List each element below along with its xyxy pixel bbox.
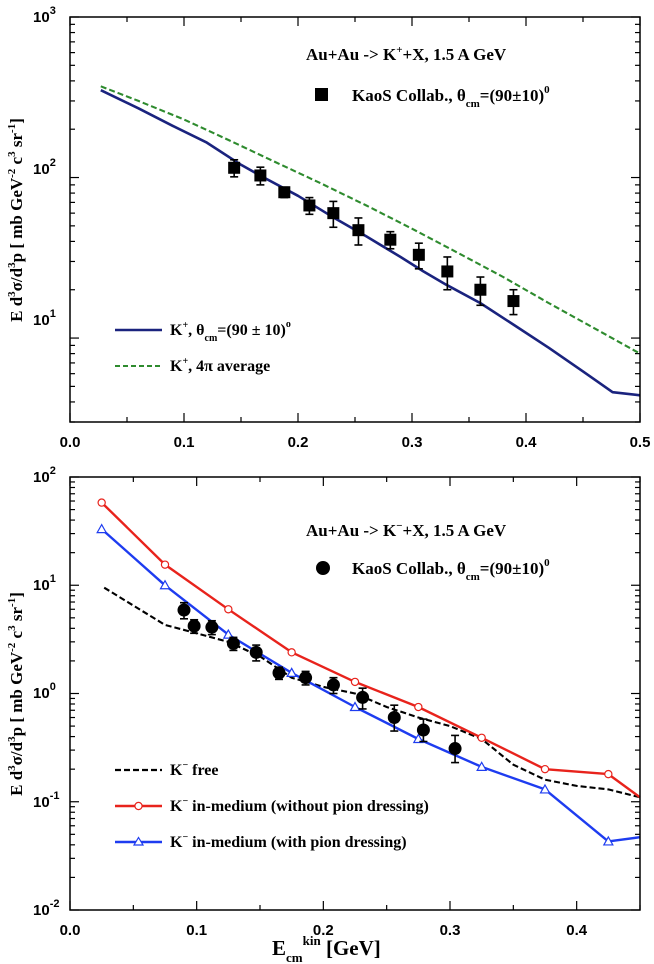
bot-series-3-point	[416, 723, 430, 737]
top-series-2-point	[327, 207, 340, 220]
bot-series-2-marker	[96, 523, 108, 534]
bot-ytick-1: 100	[33, 681, 56, 702]
top-annotation: Au+Au -> K++X, 1.5 A GeV	[306, 44, 507, 64]
bot-xtick-label: 0.0	[60, 922, 81, 939]
bot-series-2-line	[100, 528, 641, 843]
top-legend-data-marker	[315, 88, 328, 101]
bot-series-3-point	[226, 636, 240, 650]
top-ytick-1000: 103	[33, 5, 56, 26]
bot-series-1-marker	[97, 498, 106, 507]
bot-series-3-point	[205, 620, 219, 634]
bot-series-2-marker	[539, 783, 551, 794]
top-series-2-point	[303, 199, 316, 212]
top-series-2-point	[384, 233, 397, 246]
bot-xtick-label: 0.2	[313, 922, 334, 939]
top-xtick-label: 0.0	[60, 434, 81, 451]
top-xtick-label: 0.2	[288, 434, 309, 451]
bottom-legend-data-label: KaoS Collab., θcm=(90±10)0	[352, 557, 550, 583]
top-ytick-10: 101	[33, 308, 56, 329]
bottom-annotation: Au+Au -> K−+X, 1.5 A GeV	[306, 520, 507, 540]
top-series-2-point	[507, 295, 520, 308]
top-series-2-point	[441, 265, 454, 278]
bot-ytick-0.1: 10-1	[33, 790, 59, 811]
bot-series-2-marker	[412, 733, 424, 744]
bottom-legend-blue-label: K− in-medium (with pion dressing)	[170, 832, 407, 851]
bot-series-2-marker	[602, 835, 614, 846]
top-series-2-point	[254, 169, 267, 182]
bot-series-2-marker	[286, 667, 298, 677]
bottom-legend-blue-marker	[132, 836, 145, 846]
bottom-legend-free-label: K− free	[170, 760, 219, 779]
top-xtick-label: 0.5	[630, 434, 651, 451]
top-legend-solid-label: K+, θcm=(90 ± 10)o	[170, 319, 291, 344]
bot-series-3-point	[299, 671, 313, 685]
bottom-legend-red-label: K− in-medium (without pion dressing)	[170, 796, 429, 815]
bot-series-0-line	[103, 586, 641, 799]
top-series-layer	[100, 85, 641, 397]
top-series-2-point	[228, 161, 241, 174]
bottom-series-layer	[96, 498, 641, 846]
bot-series-3-point	[187, 619, 201, 633]
bot-series-1-marker	[287, 648, 296, 657]
top-xtick-label: 0.4	[516, 434, 538, 451]
top-series-1-line	[100, 85, 641, 355]
bot-xtick-label: 0.4	[566, 922, 588, 939]
bot-series-3-point	[356, 690, 370, 704]
bot-series-1-marker	[350, 677, 360, 687]
bot-series-1-line	[100, 501, 641, 799]
top-panel: 0.0 0.1 0.2 0.3 0.4 0.5 101 102 103 Au+Au -> …	[6, 5, 650, 451]
top-ytick-100: 102	[33, 157, 56, 178]
top-xtick-label: 0.3	[402, 434, 423, 451]
bottom-x-axis-label: Ecmkin [GeV]	[272, 933, 381, 964]
bot-series-3-point	[387, 711, 401, 725]
bot-series-1-marker	[414, 702, 423, 712]
bot-ytick-100: 102	[33, 465, 56, 486]
top-xtick-label: 0.1	[174, 434, 195, 451]
bot-series-1-marker	[224, 605, 233, 614]
top-plot-frame	[69, 16, 641, 423]
bot-series-1-marker	[160, 560, 170, 569]
top-series-2-point	[474, 283, 487, 296]
bottom-legend-red-marker	[134, 801, 143, 811]
bot-series-1-marker	[540, 764, 550, 774]
bot-series-2-marker	[222, 628, 234, 639]
top-legend-dashed-label: K+, 4π average	[170, 356, 270, 375]
bottom-plot-frame	[69, 476, 641, 911]
top-y-axis-label: E d3σ/d3p [ mb GeV-2 c3 sr-1]	[6, 118, 26, 322]
top-series-2-point	[278, 186, 291, 199]
bot-series-2-marker	[476, 761, 488, 771]
bot-series-1-marker	[604, 769, 613, 779]
bottom-legend-data-marker	[316, 561, 330, 575]
top-axis-ticks: 0.0 0.1 0.2 0.3 0.4 0.5	[60, 16, 651, 451]
bot-series-3-point	[272, 666, 286, 680]
bot-series-3-point	[326, 678, 340, 692]
top-series-0-line	[100, 89, 641, 397]
bot-ytick-0.01: 10-2	[33, 898, 59, 919]
bot-series-3-point	[177, 603, 191, 617]
top-legend-data-label: KaoS Collab., θcm=(90±10)0	[352, 84, 550, 110]
bot-series-2-marker	[159, 579, 171, 590]
bottom-panel: 0.0 0.1 0.2 0.3 0.4 10-2 10-1 100 101 102 Au…	[6, 465, 641, 964]
bot-series-3-point	[448, 742, 462, 756]
bot-ytick-10: 101	[33, 573, 56, 594]
bot-series-2-marker	[349, 701, 361, 712]
bot-series-3-point	[249, 645, 263, 659]
bottom-y-axis-label: E d3σ/d3p [ mb GeV-2 c3 sr-1]	[6, 592, 26, 796]
bot-series-1-marker	[477, 733, 486, 742]
bot-xtick-label: 0.3	[440, 922, 461, 939]
top-series-2-point	[352, 224, 365, 237]
bot-xtick-label: 0.1	[186, 922, 207, 939]
top-series-2-point	[412, 248, 425, 261]
